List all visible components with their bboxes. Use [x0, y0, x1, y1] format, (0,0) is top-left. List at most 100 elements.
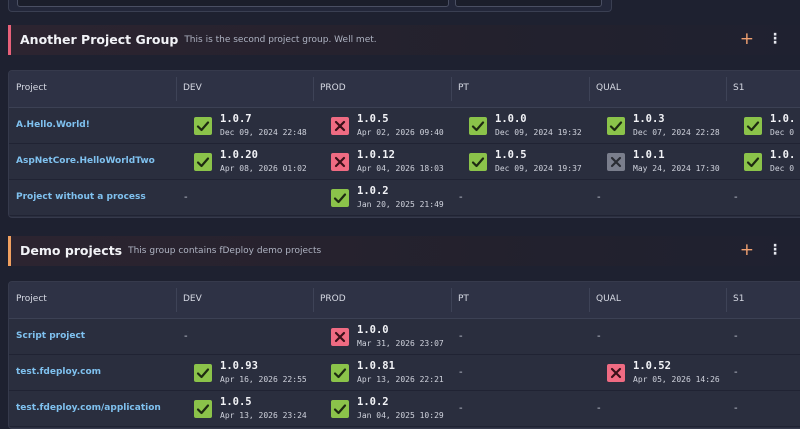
release-version[interactable]: 1.0.52 [633, 360, 671, 372]
project-link[interactable]: test.fdeploy.com [16, 367, 102, 377]
status-glyph [609, 121, 623, 132]
status-glyph [196, 368, 210, 379]
deploy-date: Apr 04, 2026 18:03 [357, 164, 444, 173]
release-version[interactable]: 1.0.12 [357, 149, 395, 161]
column-separator [313, 288, 314, 312]
project-link[interactable]: Project without a process [16, 192, 146, 202]
release-version[interactable]: 1.0.5 [220, 396, 252, 408]
release-version[interactable]: 1.0.2 [357, 185, 389, 197]
menu-button[interactable]: ⋮ [768, 31, 782, 47]
project-row: AspNetCore.HelloWorldTwo 1.0.20 Apr 08, 20… [9, 144, 800, 180]
deploy-date: Apr 13, 2026 22:21 [357, 375, 444, 384]
column-header: PROD [320, 294, 346, 304]
column-separator [451, 77, 452, 101]
group-description: This is the second project group. Well m… [184, 35, 377, 45]
status-glyph [196, 404, 210, 415]
status-icon [607, 364, 625, 382]
release-version[interactable]: 1.0. [770, 113, 796, 125]
empty-cell: - [597, 403, 601, 414]
deploy-date: Apr 05, 2026 14:26 [633, 375, 720, 384]
search-input[interactable] [17, 0, 449, 7]
project-link[interactable]: test.fdeploy.com/application [16, 403, 161, 413]
deploy-date: May 24, 2024 17:30 [633, 164, 720, 173]
release-version[interactable]: 1.0. [770, 149, 796, 161]
column-header: QUAL [596, 83, 621, 93]
status-glyph [746, 157, 760, 168]
project-row: A.Hello.World! 1.0.7 Dec 09, 2024 22:48 1.0… [9, 108, 800, 144]
release-version[interactable]: 1.0.2 [357, 396, 389, 408]
release-version[interactable]: 1.0.93 [220, 360, 258, 372]
empty-cell: - [597, 192, 601, 203]
status-glyph [333, 368, 347, 379]
release-version[interactable]: 1.0.3 [633, 113, 665, 125]
status-glyph [746, 121, 760, 132]
deploy-date: Apr 13, 2026 23:24 [220, 411, 307, 420]
column-separator [589, 288, 590, 312]
status-glyph [471, 121, 485, 132]
status-icon [331, 189, 349, 207]
group-title: Demo projects [20, 243, 123, 258]
status-glyph [196, 121, 210, 132]
filter-select[interactable] [455, 0, 602, 7]
status-glyph [334, 120, 346, 132]
table-header: Project DEV PROD PT QUAL S1 [9, 282, 800, 319]
deploy-date: Dec 09, 2024 22:48 [220, 128, 307, 137]
empty-cell: - [734, 192, 738, 203]
column-separator [589, 77, 590, 101]
deploy-date: Dec 09, 2024 19:37 [495, 164, 582, 173]
release-version[interactable]: 1.0.5 [495, 149, 527, 161]
status-icon [331, 117, 349, 135]
release-version[interactable]: 1.0.20 [220, 149, 258, 161]
status-glyph [471, 157, 485, 168]
status-icon [331, 153, 349, 171]
page: Another Project Group This is the second … [8, 0, 800, 429]
column-separator [451, 288, 452, 312]
deploy-date: Apr 02, 2026 09:40 [357, 128, 444, 137]
column-header: DEV [183, 83, 202, 93]
add-button[interactable]: + [739, 29, 754, 49]
empty-cell: - [459, 331, 463, 342]
status-glyph [333, 193, 347, 204]
status-icon [331, 364, 349, 382]
deploy-date: Jan 20, 2025 21:49 [357, 200, 444, 209]
empty-cell: - [184, 192, 188, 203]
status-glyph [334, 156, 346, 168]
status-glyph [333, 404, 347, 415]
group-header: Demo projects This group contains fDeploy… [8, 236, 800, 266]
status-glyph [610, 367, 622, 379]
project-row: Script project - 1.0.0 Mar 31, 2026 23:07 - -… [9, 319, 800, 355]
release-version[interactable]: 1.0.0 [357, 324, 389, 336]
column-header: S1 [733, 294, 745, 304]
project-link[interactable]: A.Hello.World! [16, 120, 90, 130]
release-version[interactable]: 1.0.1 [633, 149, 665, 161]
column-separator [313, 77, 314, 101]
status-icon [194, 153, 212, 171]
column-header: PT [458, 294, 469, 304]
project-link[interactable]: AspNetCore.HelloWorldTwo [16, 156, 155, 166]
column-separator [176, 288, 177, 312]
deploy-date: Jan 04, 2025 10:29 [357, 411, 444, 420]
release-version[interactable]: 1.0.7 [220, 113, 252, 125]
deploy-date: Mar 31, 2026 23:07 [357, 339, 444, 348]
empty-cell: - [459, 367, 463, 378]
project-row: test.fdeploy.com 1.0.93 Apr 16, 2026 22:55… [9, 355, 800, 391]
add-button[interactable]: + [739, 240, 754, 260]
status-icon [194, 364, 212, 382]
group-title: Another Project Group [20, 32, 179, 47]
column-header: Project [16, 294, 47, 304]
status-glyph [610, 156, 622, 168]
deploy-date: Apr 16, 2026 22:55 [220, 375, 307, 384]
release-version[interactable]: 1.0.5 [357, 113, 389, 125]
project-link[interactable]: Script project [16, 331, 86, 341]
column-header: PT [458, 83, 469, 93]
status-icon [194, 400, 212, 418]
release-version[interactable]: 1.0.0 [495, 113, 527, 125]
project-table: Project DEV PROD PT QUAL S1 A.Hello.World! 1.0.… [8, 70, 800, 218]
release-version[interactable]: 1.0.81 [357, 360, 395, 372]
menu-button[interactable]: ⋮ [768, 242, 782, 258]
column-header: QUAL [596, 294, 621, 304]
status-icon [607, 117, 625, 135]
column-header: S1 [733, 83, 745, 93]
column-separator [726, 77, 727, 101]
column-header: DEV [183, 294, 202, 304]
